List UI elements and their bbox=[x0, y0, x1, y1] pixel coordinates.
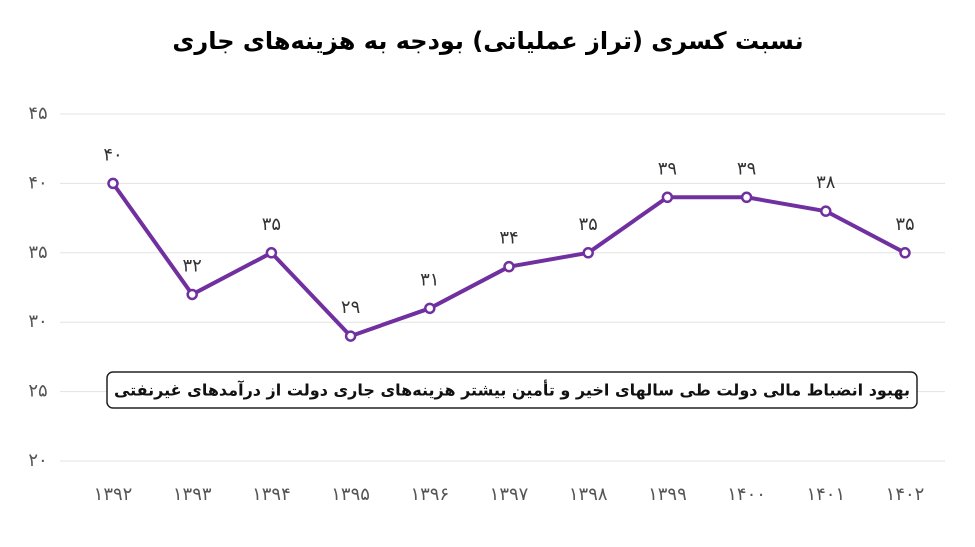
point bbox=[582, 247, 594, 259]
x-tick-label: ۱۳۹۸ bbox=[569, 484, 608, 505]
data-label: ۳۸ bbox=[816, 172, 836, 193]
chart-title: نسبت کسری (تراز عملیاتی) بودجه به هزینه‌… bbox=[172, 27, 803, 55]
annotation: بهبود انضباط مالی دولت طی سالهای اخیر و … bbox=[114, 380, 910, 400]
data-label: ۳۴ bbox=[499, 228, 518, 249]
data-label: ۳۹ bbox=[737, 158, 756, 179]
x-tick-label: ۱۳۹۴ bbox=[252, 484, 291, 505]
data-label: ۳۹ bbox=[658, 158, 677, 179]
data-label: ۳۵ bbox=[895, 214, 914, 235]
point bbox=[899, 247, 911, 259]
x-tick-label: ۱۴۰۰ bbox=[727, 484, 766, 505]
y-tick-label: ۴۰ bbox=[28, 172, 47, 193]
data-label: ۳۵ bbox=[579, 214, 598, 235]
data-label: ۳۱ bbox=[420, 269, 439, 290]
y-tick-label: ۳۰ bbox=[28, 311, 47, 332]
y-tick-label: ۳۵ bbox=[28, 242, 47, 263]
point bbox=[740, 191, 753, 204]
x-tick-label: ۱۳۹۹ bbox=[648, 484, 687, 505]
data-label: ۲۹ bbox=[341, 297, 360, 318]
x-tick-label: ۱۳۹۵ bbox=[331, 484, 370, 505]
x-tick-label: ۱۳۹۳ bbox=[173, 484, 212, 505]
x-tick-label: ۱۴۰۱ bbox=[806, 484, 845, 505]
annotation-box bbox=[106, 371, 918, 409]
x-tick-label: ۱۳۹۶ bbox=[410, 484, 449, 505]
y-tick-label: ۲۰ bbox=[28, 450, 47, 471]
data-label: ۳۲ bbox=[183, 255, 202, 276]
data-label: ۴۰ bbox=[103, 144, 122, 165]
point bbox=[820, 205, 832, 217]
y-tick-label: ۲۵ bbox=[28, 381, 47, 402]
point bbox=[661, 191, 674, 204]
y-tick-label: ۴۵ bbox=[28, 103, 47, 124]
line bbox=[111, 182, 906, 339]
x-tick-label: ۱۳۹۷ bbox=[490, 484, 529, 505]
point bbox=[424, 302, 436, 315]
point bbox=[107, 177, 119, 190]
x-tick-label: ۱۳۹۲ bbox=[94, 484, 133, 505]
point bbox=[265, 247, 278, 259]
point bbox=[186, 288, 198, 301]
x-tick-label: ۱۴۰۲ bbox=[886, 484, 925, 505]
point bbox=[344, 330, 357, 342]
point bbox=[503, 260, 515, 273]
data-label: ۳۵ bbox=[262, 214, 281, 235]
